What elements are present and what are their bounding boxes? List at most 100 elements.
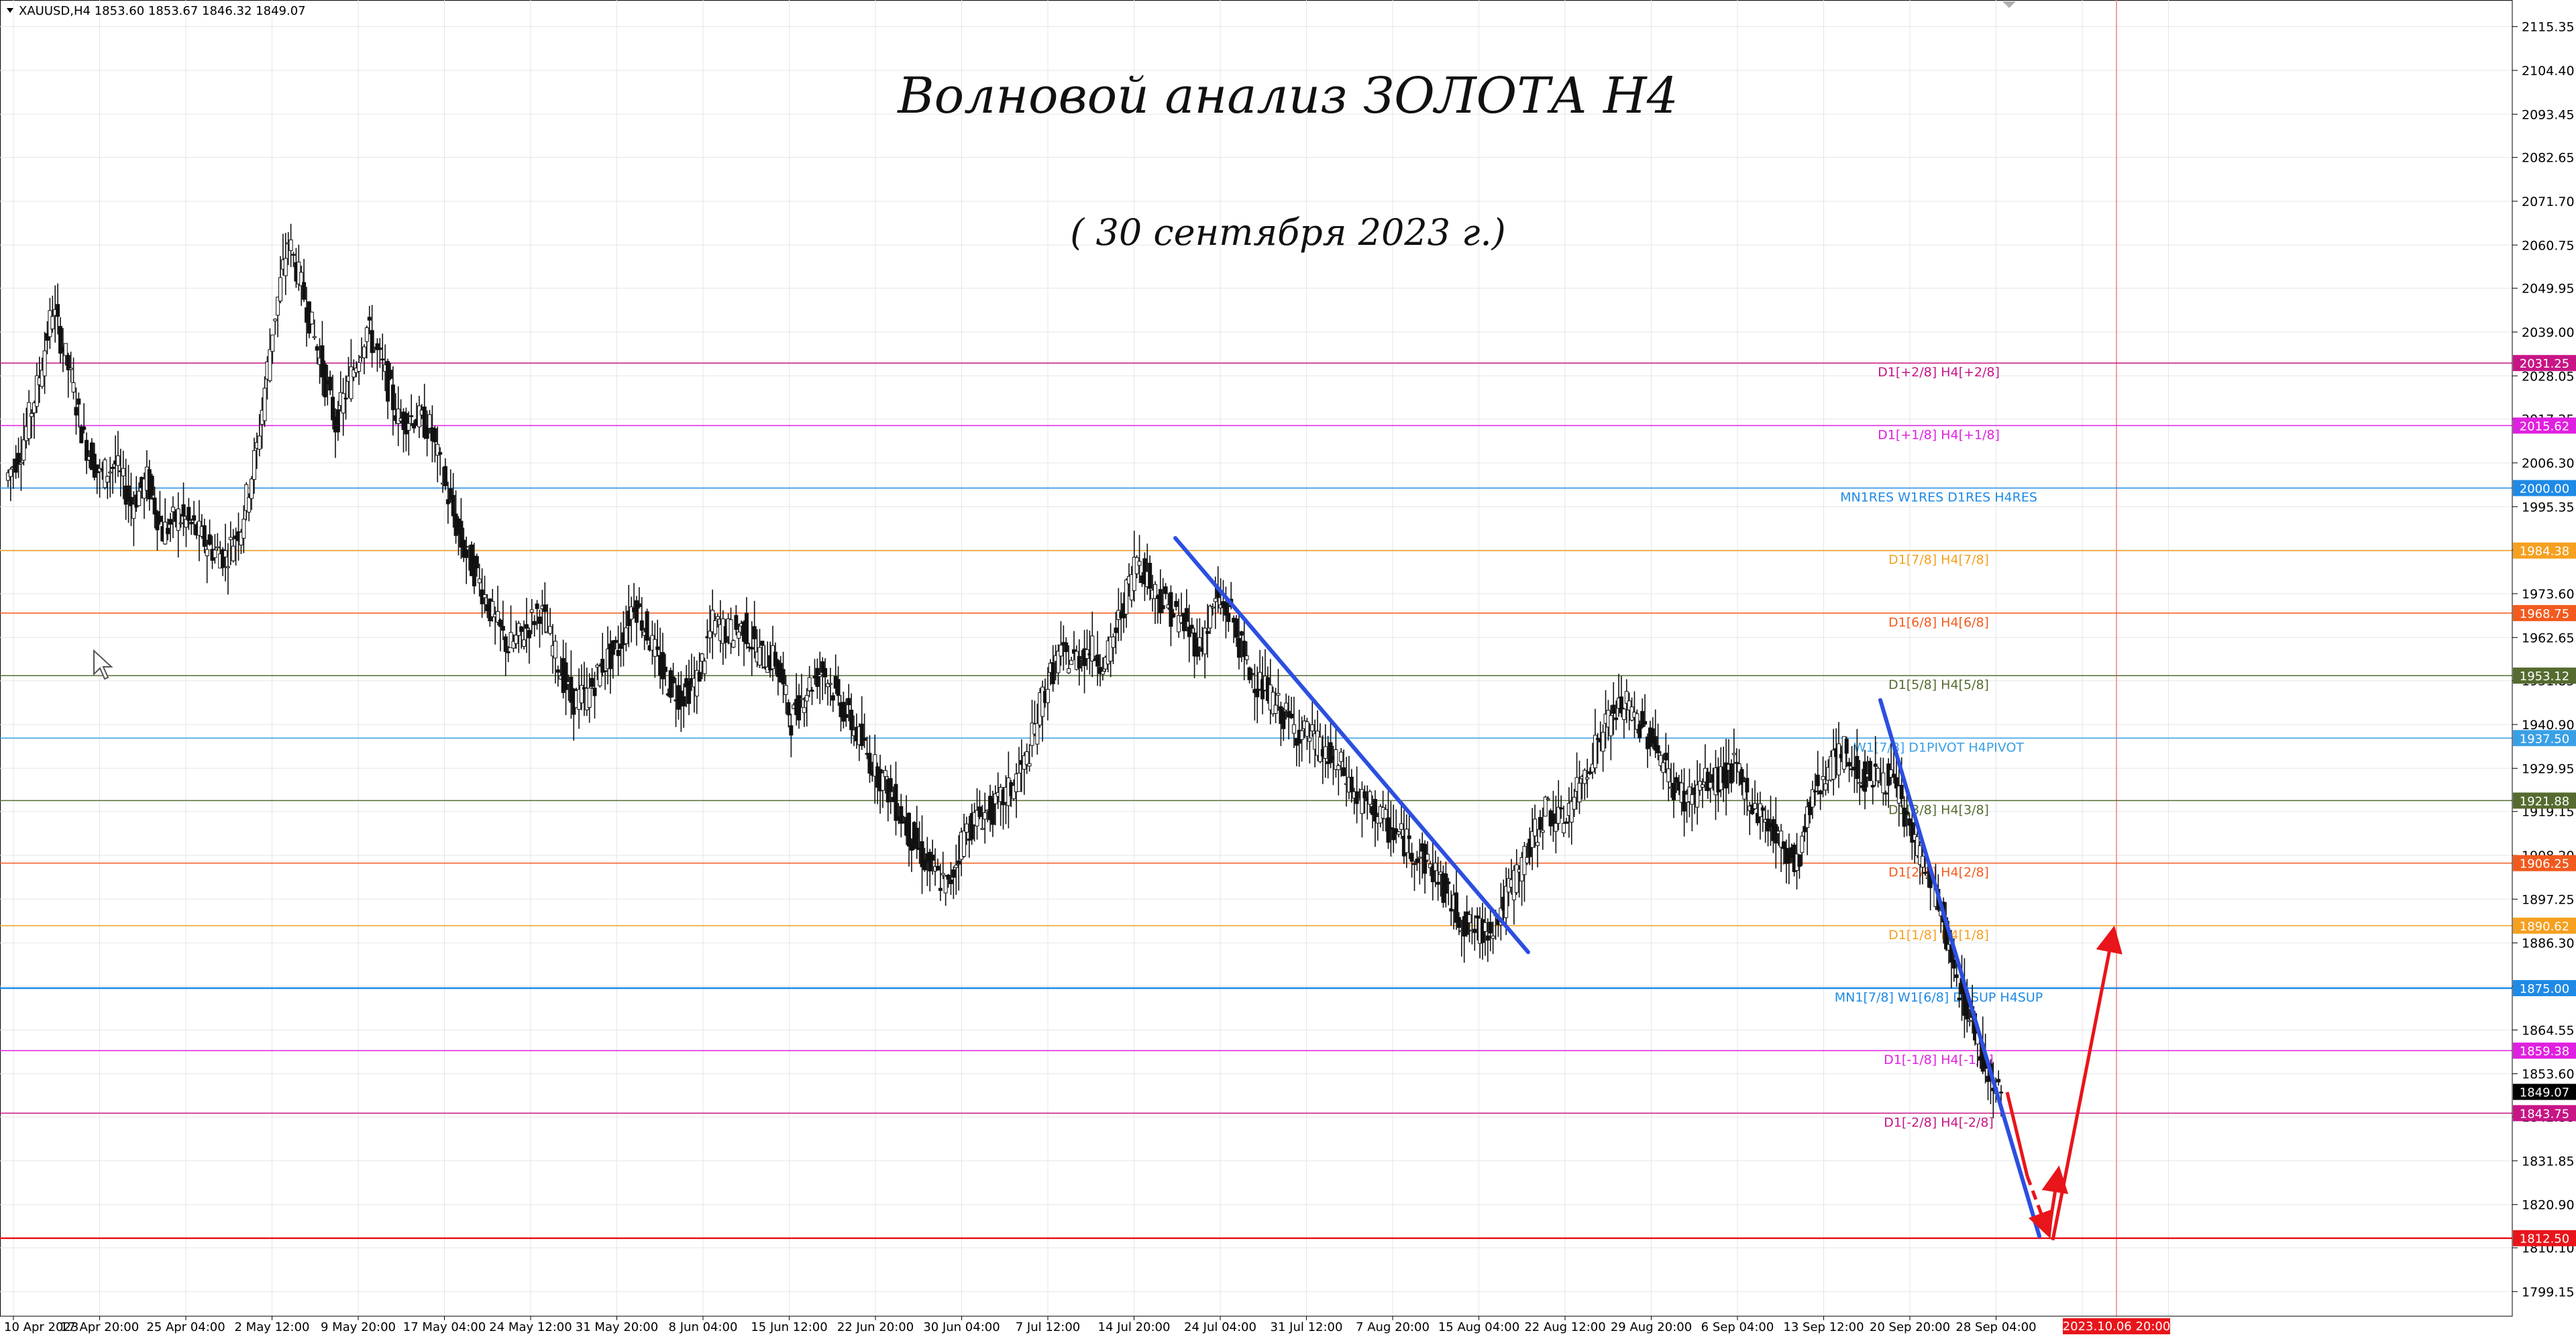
candle-body — [1619, 696, 1623, 714]
candle-body — [1394, 828, 1399, 833]
candle-body — [184, 519, 189, 528]
candle-body — [189, 522, 194, 525]
candle-body — [1624, 691, 1629, 704]
price-tick-label: 1940.90 — [2522, 718, 2575, 733]
candle-body — [1661, 762, 1666, 773]
candle-body — [1588, 771, 1593, 774]
candle-body — [239, 531, 244, 545]
candle-body — [103, 460, 107, 488]
candle-body — [1056, 651, 1061, 674]
candle-body — [207, 534, 212, 545]
candle-body — [1334, 749, 1338, 770]
forecast-arrow-up-small — [2041, 1165, 2069, 1229]
candle-body — [514, 635, 519, 644]
candle-body — [150, 476, 154, 496]
candle-body — [1349, 776, 1354, 792]
candle-body — [634, 600, 639, 623]
candle-body — [500, 626, 505, 631]
candle-body — [388, 370, 392, 379]
candle-body — [639, 620, 644, 631]
candle-body — [115, 455, 120, 466]
candle-body — [624, 627, 629, 645]
candle-body — [1705, 771, 1710, 792]
candle-body — [749, 647, 754, 650]
level-price-text: 1953.12 — [2520, 670, 2569, 684]
candle-body — [1305, 721, 1309, 737]
candle-body — [888, 778, 893, 792]
candle-body — [961, 831, 966, 857]
candle-body — [1569, 801, 1574, 823]
candle-body — [543, 604, 547, 612]
candle-body — [1844, 739, 1849, 754]
level-price-text: 1968.75 — [2520, 607, 2569, 621]
candle-body — [859, 723, 864, 747]
candle-body — [1210, 606, 1215, 608]
candle-body — [121, 468, 125, 476]
time-tick-label: 10 Apr 2023 — [4, 1320, 78, 1334]
time-tick-label: 17 Apr 20:00 — [60, 1320, 139, 1334]
candle-body — [1530, 831, 1535, 848]
candle-body — [815, 667, 820, 687]
level-label: D1[+1/8] H4[+1/8] — [1878, 427, 2000, 442]
candle-body — [1436, 881, 1440, 885]
candle-body — [1226, 612, 1231, 623]
candle-body — [818, 674, 822, 677]
dropdown-triangle-icon[interactable] — [7, 8, 13, 13]
current-price-text: 1849.07 — [2520, 1086, 2569, 1100]
candle-body — [221, 549, 225, 568]
candle-body — [341, 393, 345, 414]
candle-body — [807, 677, 812, 692]
candle-body — [396, 409, 400, 424]
candle-body — [668, 670, 673, 698]
candle-body — [1572, 796, 1576, 810]
candle-body — [496, 610, 500, 623]
level-price-text: 2015.62 — [2520, 419, 2569, 433]
candle-body — [386, 361, 390, 402]
candle-body — [529, 609, 534, 613]
candle-body — [1362, 791, 1367, 798]
time-tick-label: 6 Sep 04:00 — [1701, 1320, 1774, 1334]
candle-body — [1582, 769, 1587, 784]
candle-body — [938, 888, 943, 891]
candle-body — [1650, 728, 1655, 744]
price-tick-label: 2115.35 — [2522, 20, 2575, 35]
level-price-text: 1906.25 — [2520, 857, 2569, 871]
candle-body — [1884, 792, 1888, 795]
candle-body — [158, 515, 162, 523]
candle-body — [490, 600, 495, 617]
candle-body — [1923, 871, 1927, 874]
candle-body — [1064, 642, 1069, 652]
candle-body — [1148, 562, 1152, 589]
candle-body — [883, 770, 888, 778]
candle-body — [1475, 915, 1480, 918]
candle-body — [268, 349, 272, 382]
candle-body — [841, 702, 846, 722]
candle-body — [1323, 746, 1328, 759]
candle-body — [537, 617, 542, 624]
scroll-marker-icon[interactable] — [2002, 1, 2016, 8]
candle-body — [1593, 735, 1597, 769]
candle-body — [1729, 763, 1733, 784]
candle-body — [409, 415, 414, 417]
price-tick-label: 1864.55 — [2522, 1023, 2575, 1038]
candle-body — [451, 494, 455, 517]
candle-body — [1957, 998, 1962, 1000]
candle-body — [1737, 763, 1741, 773]
candle-body — [508, 632, 513, 648]
candle-body — [873, 754, 877, 777]
candle-body — [417, 405, 421, 427]
price-tick-label: 2006.30 — [2522, 456, 2575, 471]
candle-body — [1472, 928, 1477, 933]
candle-body — [1067, 668, 1071, 674]
candle-body — [42, 350, 47, 376]
candle-body — [464, 549, 469, 558]
candle-body — [482, 594, 487, 598]
candle-body — [438, 451, 443, 455]
candle-body — [58, 325, 63, 354]
candle-body — [228, 537, 233, 540]
candle-body — [802, 707, 806, 713]
candle-body — [880, 772, 885, 791]
candle-body — [1373, 798, 1377, 822]
candle-body — [375, 343, 380, 350]
